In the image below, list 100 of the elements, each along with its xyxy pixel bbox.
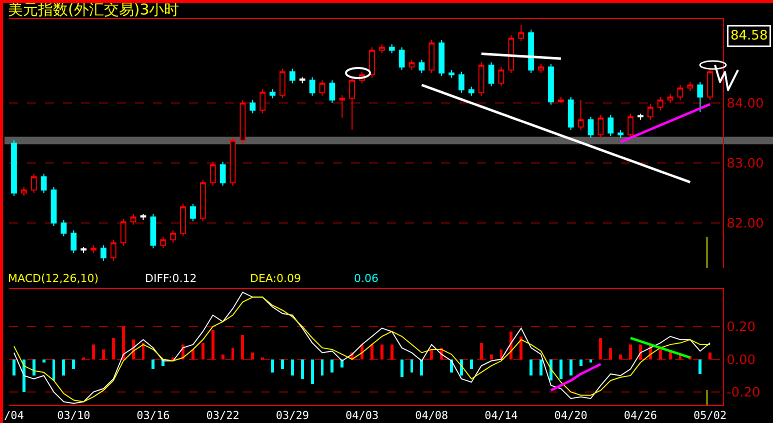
candlestick (538, 64, 544, 74)
x-tick-label: 05/02 (694, 409, 727, 422)
candlestick (140, 214, 146, 220)
x-tick-label: 04/26 (624, 409, 658, 422)
candlestick (558, 96, 564, 104)
candlestick (280, 68, 286, 99)
candlestick (190, 203, 196, 222)
bar (400, 359, 404, 378)
bar (12, 359, 16, 376)
bar (211, 330, 214, 360)
candlestick (448, 70, 454, 78)
candlestick (428, 40, 435, 74)
bar (112, 338, 115, 360)
candlestick (458, 71, 464, 94)
y-tick-label: -0.20 (726, 385, 760, 400)
x-tick-label: 03/10 (57, 409, 90, 422)
candlestick (369, 46, 375, 78)
candlestick (628, 113, 634, 138)
bar (609, 348, 612, 360)
candlestick (70, 230, 77, 254)
candlestick (657, 96, 664, 111)
candlestick (230, 136, 236, 186)
candlestick (498, 66, 504, 87)
candlestick (40, 173, 47, 194)
x-tick-label: /04 (4, 409, 24, 422)
x-tick-label: 03/16 (136, 409, 170, 422)
candlestick (110, 239, 116, 262)
candlestick (707, 68, 714, 100)
candlestick (398, 46, 405, 70)
chart-title: 美元指数(外汇交易)3小时 (8, 0, 180, 18)
bar (241, 334, 244, 360)
x-tick-label: 03/22 (206, 409, 240, 422)
candlestick (270, 88, 276, 99)
candlestick (408, 59, 415, 70)
text: DIFF:0.12 (145, 272, 197, 285)
bar (310, 359, 314, 384)
bar (271, 359, 274, 372)
bar (420, 359, 424, 376)
bar (72, 359, 76, 370)
line-series (550, 362, 602, 392)
y-tick-label: 84.00 (726, 96, 764, 112)
y-tick-label: 0.20 (726, 320, 756, 336)
bar (540, 359, 543, 376)
candlestick (220, 161, 226, 186)
bar (390, 344, 394, 360)
line-series (629, 336, 692, 359)
bar (62, 359, 66, 376)
line-series (619, 102, 712, 144)
candlestick (518, 24, 524, 42)
candlestick (647, 104, 654, 120)
candlestick (120, 218, 126, 246)
text: 0.06 (354, 272, 378, 285)
candlestick (200, 179, 206, 222)
bar (549, 359, 552, 380)
bar (638, 344, 642, 360)
candlestick (100, 244, 106, 262)
candlestick (30, 173, 37, 194)
candlestick (170, 230, 176, 244)
bar (251, 352, 254, 360)
candlestick (488, 62, 494, 87)
candlestick (80, 246, 87, 254)
bar (490, 354, 493, 360)
bar (698, 359, 702, 374)
y-tick-label: 82.00 (726, 216, 764, 232)
candlestick (548, 64, 554, 106)
candlestick (638, 113, 644, 120)
bar (708, 352, 712, 360)
candlestick (588, 116, 594, 138)
bar (599, 338, 602, 360)
candlestick (418, 59, 425, 74)
bar (42, 359, 46, 363)
candlestick (50, 186, 57, 226)
bar (152, 359, 155, 370)
bar (280, 359, 284, 370)
bar (122, 326, 125, 360)
x-tick-label: 04/20 (554, 409, 588, 422)
candlestick (329, 80, 336, 104)
bar (619, 354, 622, 360)
candlestick (568, 96, 574, 130)
bar (520, 336, 523, 360)
candlestick (349, 76, 356, 130)
candlestick (60, 220, 67, 237)
candlestick (90, 244, 96, 254)
bar (380, 344, 384, 360)
bar (330, 359, 334, 372)
bar (658, 349, 662, 360)
text: 84.58 (730, 28, 768, 44)
candlestick (388, 44, 395, 54)
candlestick (378, 44, 385, 54)
candlestick (438, 40, 445, 76)
bar (191, 349, 194, 360)
candlestick (468, 86, 474, 96)
candlestick (687, 82, 694, 92)
line-series (420, 84, 692, 184)
bar (290, 359, 294, 376)
bar (569, 359, 572, 376)
bar (629, 344, 632, 360)
bar (92, 344, 96, 360)
candlestick (618, 130, 624, 138)
candlestick (240, 100, 246, 144)
